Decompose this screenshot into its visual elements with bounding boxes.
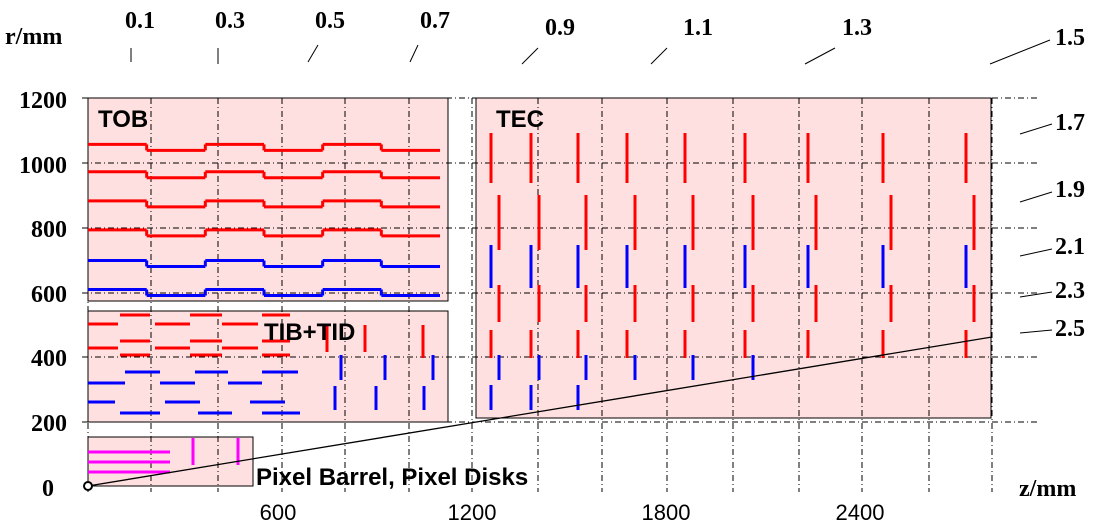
origin-marker [83,481,93,491]
z-tick-label: 600 [260,500,297,525]
eta-tick [1019,248,1053,257]
tob-label: TOB [98,106,148,133]
eta-label: 1.7 [1055,110,1085,136]
eta-tick [1019,191,1053,203]
r-tick-label: 800 [31,217,67,243]
tib-tid-label: TIB+TID [264,319,355,346]
r-tick-label: 0 [42,476,54,502]
eta-label: 0.5 [315,8,345,34]
eta-label: 1.5 [1055,25,1085,51]
eta-label: 0.3 [215,8,245,34]
eta-tick [989,39,1051,65]
r-tick-labels: 0 200 400 600 800 1000 1200 [19,88,67,502]
z-tick-label: 1200 [448,500,497,525]
eta-label: 2.5 [1055,316,1085,342]
eta-tick [409,44,419,63]
eta-tick [1019,329,1053,334]
eta-tick [1019,291,1053,298]
tec-label: TEC [496,106,544,133]
eta-label: 0.7 [420,8,450,34]
z-tick-label: 1800 [642,500,691,525]
r-tick-label: 200 [31,411,67,437]
eta-tick [1019,123,1053,135]
eta-label: 1.1 [683,15,713,41]
z-axis-label: z/mm [1019,476,1076,502]
z-tick-labels: 600 1200 1800 2400 [260,500,885,525]
eta-label: 0.9 [545,15,575,41]
eta-label: 2.1 [1055,234,1085,260]
eta-label: 1.9 [1055,177,1085,203]
pixel-label: Pixel Barrel, Pixel Disks [256,464,528,491]
eta-2-5-line [87,336,993,487]
r-axis-label: r/mm [5,24,62,50]
eta-tick-marks [130,39,1053,334]
eta-tick [521,47,539,65]
eta-tick [650,47,668,65]
tracker-modules [88,133,976,474]
eta-label: 1.3 [842,15,872,41]
eta-tick [307,44,319,63]
eta-labels: 0.1 0.3 0.5 0.7 0.9 1.1 1.3 1.5 1.7 1.9 … [125,8,1085,342]
z-tick-label: 2400 [836,500,885,525]
r-tick-label: 1000 [19,153,67,179]
eta-label: 2.3 [1055,278,1085,304]
eta-label: 0.1 [125,8,155,34]
r-tick-label: 1200 [19,88,67,114]
r-tick-label: 400 [31,346,67,372]
r-tick-label: 600 [31,282,67,308]
eta-tick [804,47,836,65]
